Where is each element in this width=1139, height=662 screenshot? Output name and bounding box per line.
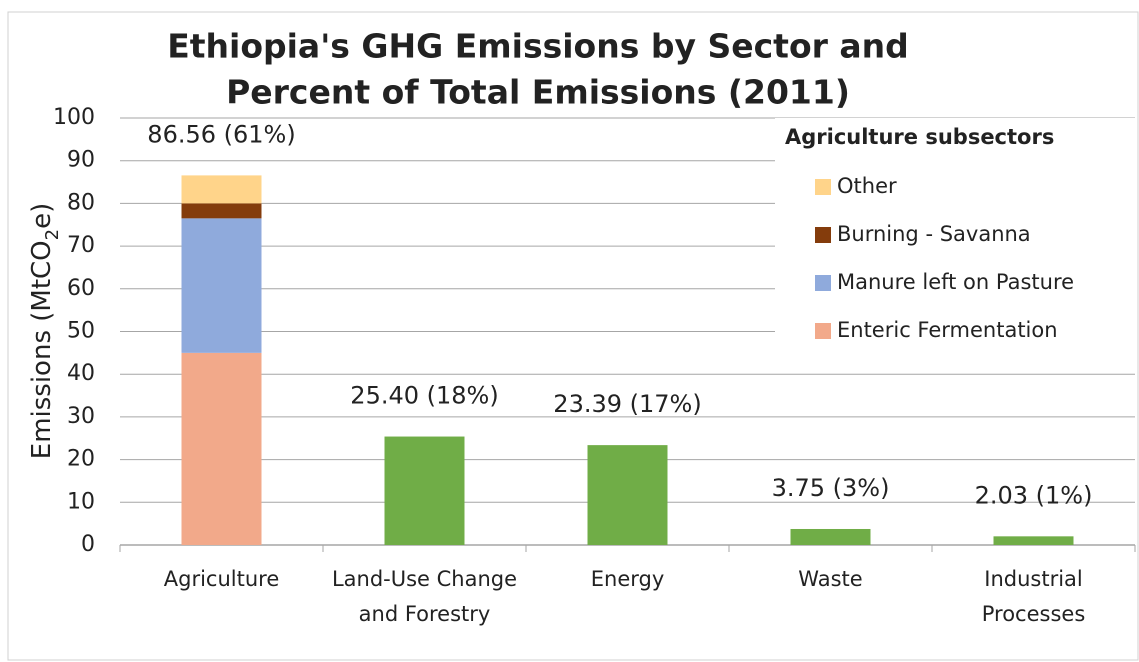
x-tick-label: Agriculture	[164, 567, 280, 591]
legend-box	[775, 118, 1137, 358]
legend-label: Enteric Fermentation	[837, 318, 1058, 342]
y-tick-label: 100	[53, 105, 95, 130]
legend-swatch	[815, 323, 831, 339]
y-tick-label: 0	[81, 532, 95, 557]
bar-segment	[587, 445, 668, 545]
y-axis-label-part: 2	[42, 229, 63, 240]
x-tick-label: Energy	[591, 567, 665, 591]
y-axis-label-part: e)	[27, 203, 57, 229]
y-tick-label: 30	[67, 404, 95, 429]
legend-swatch	[815, 179, 831, 195]
legend-title: Agriculture subsectors	[785, 125, 1054, 149]
bar-segment	[181, 352, 262, 545]
total-label: 86.56 (61%)	[147, 120, 295, 148]
bar-segment	[181, 218, 262, 353]
total-label: 2.03 (1%)	[975, 481, 1093, 509]
total-label: 25.40 (18%)	[350, 382, 498, 410]
total-label: 3.75 (3%)	[772, 474, 890, 502]
legend-label: Burning - Savanna	[837, 222, 1031, 246]
y-axis-label-part: Emissions (MtCO	[27, 240, 57, 459]
x-tick-label: Industrial	[984, 567, 1083, 591]
y-tick-label: 90	[67, 148, 95, 173]
bar-segment	[181, 203, 262, 219]
legend-swatch	[815, 275, 831, 291]
x-tick-label: Land-Use Change	[332, 567, 517, 591]
bar-segment	[181, 175, 262, 204]
y-tick-label: 40	[67, 361, 95, 386]
chart-title: Percent of Total Emissions (2011)	[226, 73, 850, 112]
y-tick-label: 70	[67, 233, 95, 258]
legend-label: Other	[837, 174, 897, 198]
chart-title: Ethiopia's GHG Emissions by Sector and	[167, 27, 909, 66]
y-tick-label: 60	[67, 276, 95, 301]
x-tick-label: Processes	[982, 602, 1086, 626]
y-tick-label: 20	[67, 447, 95, 472]
bar-segment	[384, 436, 465, 545]
x-tick-label: and Forestry	[359, 602, 491, 626]
y-tick-label: 50	[67, 319, 95, 344]
bar-segment	[993, 536, 1074, 545]
x-tick-label: Waste	[798, 567, 862, 591]
legend-swatch	[815, 227, 831, 243]
bar-segment	[790, 528, 871, 545]
y-axis-label: Emissions (MtCO2e)	[27, 203, 63, 459]
y-tick-label: 80	[67, 190, 95, 215]
y-tick-label: 10	[67, 489, 95, 514]
legend-label: Manure left on Pasture	[837, 270, 1074, 294]
total-label: 23.39 (17%)	[553, 390, 701, 418]
